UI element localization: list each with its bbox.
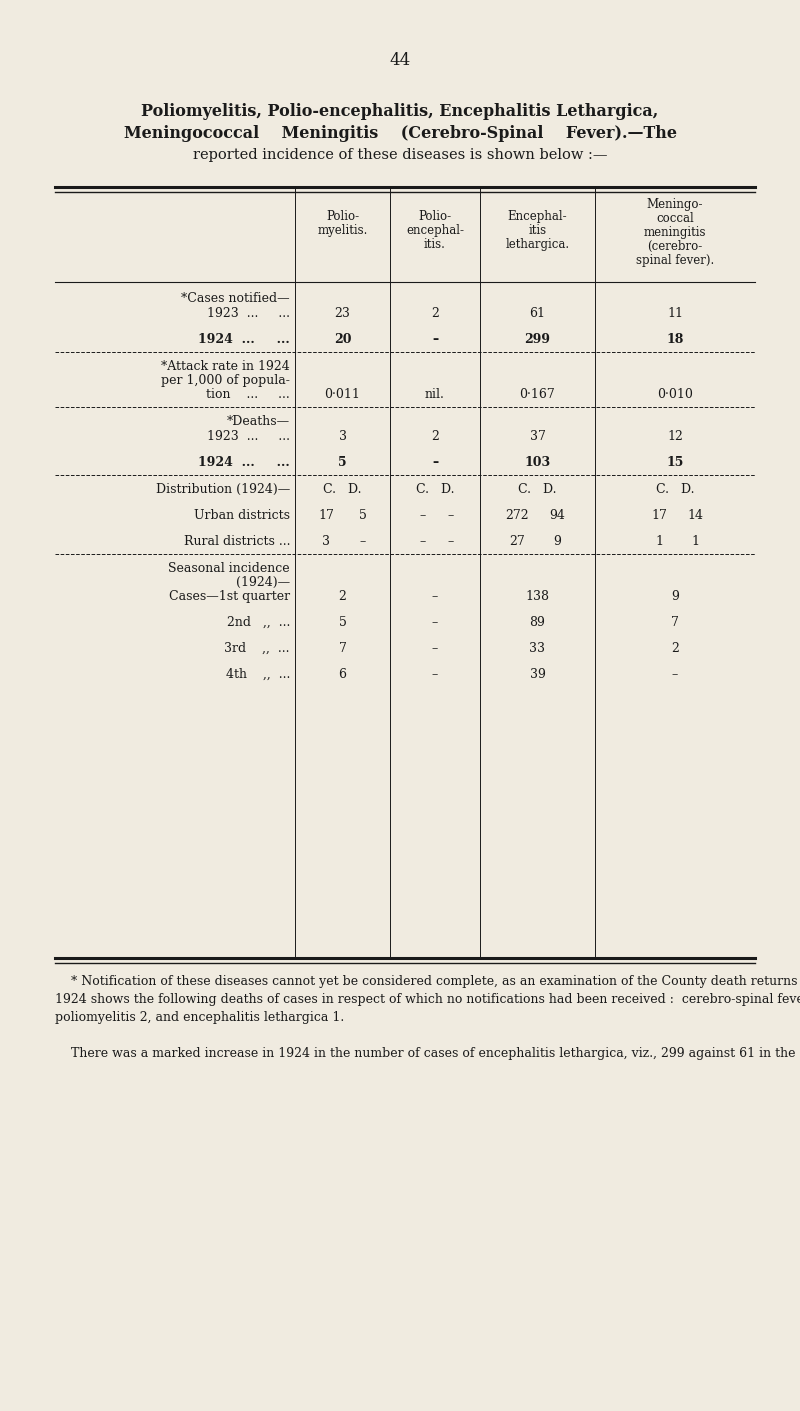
Text: 12: 12 [667, 430, 683, 443]
Text: Polio-: Polio- [418, 210, 451, 223]
Text: 39: 39 [530, 667, 546, 682]
Text: 0·011: 0·011 [325, 388, 361, 401]
Text: 33: 33 [530, 642, 546, 655]
Text: encephal-: encephal- [406, 224, 464, 237]
Text: 272: 272 [506, 509, 530, 522]
Text: 9: 9 [671, 590, 679, 602]
Text: 5: 5 [358, 509, 366, 522]
Text: Meningo-: Meningo- [646, 198, 703, 212]
Text: 5: 5 [338, 617, 346, 629]
Text: 2: 2 [431, 430, 439, 443]
Text: coccal: coccal [656, 212, 694, 224]
Text: 44: 44 [390, 52, 410, 69]
Text: reported incidence of these diseases is shown below :—: reported incidence of these diseases is … [193, 148, 607, 162]
Text: 103: 103 [525, 456, 550, 468]
Text: 9: 9 [554, 535, 562, 547]
Text: –: – [448, 535, 454, 547]
Text: 2: 2 [338, 590, 346, 602]
Text: 2: 2 [431, 308, 439, 320]
Text: poliomyelitis 2, and encephalitis lethargica 1.: poliomyelitis 2, and encephalitis lethar… [55, 1012, 344, 1024]
Text: 61: 61 [530, 308, 546, 320]
Text: C.   D.: C. D. [416, 483, 454, 497]
Text: –: – [432, 617, 438, 629]
Text: –: – [359, 535, 366, 547]
Text: –: – [420, 535, 426, 547]
Text: 3: 3 [338, 430, 346, 443]
Text: C.   D.: C. D. [323, 483, 362, 497]
Text: Cases—1st quarter: Cases—1st quarter [169, 590, 290, 602]
Text: 20: 20 [334, 333, 351, 346]
Text: 7: 7 [338, 642, 346, 655]
Text: *Attack rate in 1924: *Attack rate in 1924 [162, 360, 290, 373]
Text: 1924  ...     ...: 1924 ... ... [198, 456, 290, 468]
Text: C.   D.: C. D. [656, 483, 694, 497]
Text: itis: itis [529, 224, 546, 237]
Text: meningitis: meningitis [644, 226, 706, 238]
Text: 17: 17 [318, 509, 334, 522]
Text: 6: 6 [338, 667, 346, 682]
Text: –: – [432, 333, 438, 346]
Text: –: – [432, 667, 438, 682]
Text: * Notification of these diseases cannot yet be considered complete, as an examin: * Notification of these diseases cannot … [55, 975, 800, 988]
Text: myelitis.: myelitis. [318, 224, 368, 237]
Text: itis.: itis. [424, 238, 446, 251]
Text: nil.: nil. [425, 388, 445, 401]
Text: 1923  ...     ...: 1923 ... ... [207, 430, 290, 443]
Text: 14: 14 [687, 509, 703, 522]
Text: –: – [432, 590, 438, 602]
Text: Meningococcal    Meningitis    (Cerebro-Spinal    Fever).—The: Meningococcal Meningitis (Cerebro-Spinal… [123, 126, 677, 143]
Text: tion    ...     ...: tion ... ... [202, 388, 290, 401]
Text: lethargica.: lethargica. [506, 238, 570, 251]
Text: 37: 37 [530, 430, 546, 443]
Text: 1924 shows the following deaths of cases in respect of which no notifications ha: 1924 shows the following deaths of cases… [55, 993, 800, 1006]
Text: 5: 5 [338, 456, 347, 468]
Text: *Deaths—: *Deaths— [227, 415, 290, 428]
Text: 17: 17 [651, 509, 667, 522]
Text: 2: 2 [671, 642, 679, 655]
Text: 299: 299 [525, 333, 550, 346]
Text: –: – [672, 667, 678, 682]
Text: Rural districts ...: Rural districts ... [167, 535, 290, 547]
Text: Urban districts: Urban districts [178, 509, 290, 522]
Text: 1: 1 [655, 535, 663, 547]
Text: 0·167: 0·167 [520, 388, 555, 401]
Text: Poliomyelitis, Polio-encephalitis, Encephalitis Lethargica,: Poliomyelitis, Polio-encephalitis, Encep… [142, 103, 658, 120]
Text: 23: 23 [334, 308, 350, 320]
Text: *Cases notified—: *Cases notified— [182, 292, 290, 305]
Text: Encephal-: Encephal- [508, 210, 567, 223]
Text: Distribution (1924)—: Distribution (1924)— [156, 483, 290, 497]
Text: 4th    ,,  ...: 4th ,, ... [210, 667, 290, 682]
Text: 138: 138 [526, 590, 550, 602]
Text: per 1,000 of popula-: per 1,000 of popula- [157, 374, 290, 387]
Text: –: – [432, 642, 438, 655]
Text: C.   D.: C. D. [518, 483, 557, 497]
Text: 27: 27 [510, 535, 526, 547]
Text: 0·010: 0·010 [657, 388, 693, 401]
Text: 15: 15 [666, 456, 684, 468]
Text: 1: 1 [691, 535, 699, 547]
Text: Seasonal incidence: Seasonal incidence [168, 562, 290, 576]
Text: 2nd   ,,  ...: 2nd ,, ... [210, 617, 290, 629]
Text: (1924)—: (1924)— [236, 576, 290, 588]
Text: –: – [448, 509, 454, 522]
Text: 3rd    ,,  ...: 3rd ,, ... [209, 642, 290, 655]
Text: –: – [432, 456, 438, 468]
Text: 3: 3 [322, 535, 330, 547]
Text: –: – [420, 509, 426, 522]
Text: spinal fever).: spinal fever). [636, 254, 714, 267]
Text: 18: 18 [666, 333, 684, 346]
Text: (cerebro-: (cerebro- [647, 240, 702, 253]
Text: 1923  ...     ...: 1923 ... ... [207, 308, 290, 320]
Text: Polio-: Polio- [326, 210, 359, 223]
Text: 7: 7 [671, 617, 679, 629]
Text: 94: 94 [550, 509, 566, 522]
Text: 11: 11 [667, 308, 683, 320]
Text: There was a marked increase in 1924 in the number of cases of encephalitis letha: There was a marked increase in 1924 in t… [55, 1047, 795, 1060]
Text: 1924  ...     ...: 1924 ... ... [198, 333, 290, 346]
Text: 89: 89 [530, 617, 546, 629]
